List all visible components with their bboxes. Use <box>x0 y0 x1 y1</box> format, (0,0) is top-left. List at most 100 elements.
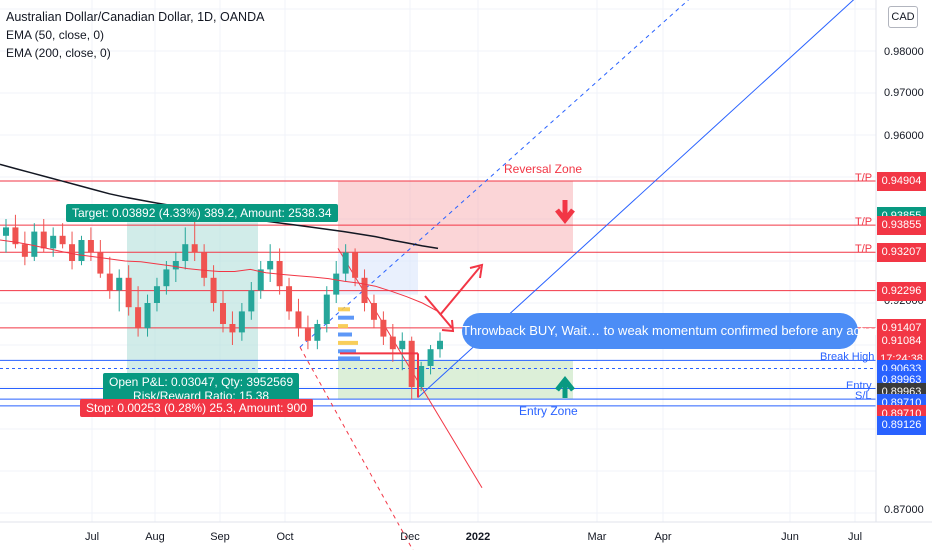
level-label: T/P <box>855 243 873 256</box>
candle-body <box>87 240 94 253</box>
candle-body <box>323 294 330 324</box>
price-axis-label: 0.93207 <box>877 243 926 263</box>
down-channel-dashed <box>299 346 414 550</box>
price-tick: 0.98000 <box>884 46 924 58</box>
candle-body <box>69 244 76 261</box>
price-tick: 0.87000 <box>884 504 924 516</box>
date-tick: Sep <box>210 531 230 543</box>
candle-body <box>182 244 189 261</box>
candle-body <box>125 277 132 308</box>
candle-body <box>135 307 142 329</box>
projection-down-arrow <box>424 295 455 333</box>
candle-body <box>106 273 113 291</box>
candle-body <box>116 277 123 291</box>
price-axis-label: 0.93855 <box>877 216 926 236</box>
date-tick: Jul <box>847 531 863 543</box>
candle-body <box>418 366 425 387</box>
candle-body <box>295 311 302 329</box>
candle-body <box>314 324 321 341</box>
entry-zone <box>338 360 573 400</box>
ema-line <box>0 239 439 312</box>
date-tick: Oct <box>276 531 294 543</box>
candle-body <box>210 277 217 303</box>
ema200-legend[interactable]: EMA (200, close, 0) <box>6 46 111 60</box>
symbol-title[interactable]: Australian Dollar/Canadian Dollar, 1D, O… <box>6 10 265 24</box>
candle-body <box>12 227 19 245</box>
fib-zone <box>338 252 418 295</box>
level-label: T/P <box>855 216 873 229</box>
date-tick: Dec <box>400 531 420 543</box>
price-axis-label: 0.89126 <box>877 416 926 436</box>
chart-legend: Australian Dollar/Canadian Dollar, 1D, O… <box>6 8 264 62</box>
candle-body <box>437 340 443 350</box>
candle-body <box>342 252 349 274</box>
date-tick: Aug <box>145 531 165 543</box>
candle-body <box>78 240 85 261</box>
candle-body <box>276 261 283 287</box>
volume-profile-bar <box>338 307 350 312</box>
comment-bubble[interactable]: Throwback BUY, Wait… to weak momentum co… <box>462 313 885 349</box>
candle-body <box>333 273 340 295</box>
candle-body <box>304 328 311 341</box>
candle-body <box>40 231 47 249</box>
candle-body <box>172 261 179 270</box>
candle-body <box>3 227 9 236</box>
currency-button[interactable]: CAD <box>888 6 918 28</box>
open-pnl-text: Open P&L: 0.03047, Qty: 3952569 <box>109 375 294 389</box>
projection-up-arrow <box>439 263 484 316</box>
stop-tag[interactable]: Stop: 0.00253 (0.28%) 25.3, Amount: 900 <box>80 399 313 417</box>
entry-zone-label: Entry Zone <box>519 404 578 418</box>
price-axis-label: 0.91084 <box>877 332 926 352</box>
candle-body <box>257 269 264 291</box>
candle-body <box>380 319 387 337</box>
target-tag[interactable]: Target: 0.03892 (4.33%) 389.2, Amount: 2… <box>66 204 338 222</box>
candle-body <box>144 303 151 329</box>
level-label: S/L <box>855 390 872 403</box>
candle-body <box>163 269 170 287</box>
candle-body <box>220 303 226 324</box>
candle-body <box>361 277 368 303</box>
candle-body <box>97 252 104 274</box>
volume-profile-bar <box>338 324 348 329</box>
candle-body <box>408 340 415 387</box>
date-tick: Mar <box>587 531 607 543</box>
volume-profile-bar <box>338 349 356 354</box>
date-tick: Jul <box>84 531 100 543</box>
price-tick: 0.97000 <box>884 87 924 99</box>
candle-body <box>31 231 38 257</box>
level-label: T/P <box>855 172 873 185</box>
candle-body <box>50 235 57 249</box>
level-label: Entry <box>846 379 872 392</box>
candle-body <box>427 349 434 366</box>
volume-profile-bar <box>338 332 352 337</box>
price-axis-label: 0.94904 <box>877 172 926 192</box>
candle-body <box>201 252 208 278</box>
reversal-zone-label: Reversal Zone <box>504 162 583 176</box>
candle-body <box>21 244 28 257</box>
date-tick: 2022 <box>465 531 491 543</box>
candle-body <box>399 340 406 350</box>
price-tick: 0.96000 <box>884 130 924 142</box>
candle-body <box>389 336 396 350</box>
candle-body <box>352 252 359 278</box>
reversal-zone <box>338 181 573 253</box>
candle-body <box>248 290 255 312</box>
ema50-legend[interactable]: EMA (50, close, 0) <box>6 28 105 42</box>
date-tick: Apr <box>654 531 672 543</box>
channel-upper-dashed <box>299 0 690 348</box>
level-label: Break High <box>820 351 875 364</box>
candle-body <box>191 244 198 253</box>
candle-body <box>370 303 377 320</box>
candle-body <box>229 324 236 333</box>
candle-body <box>238 311 245 333</box>
volume-profile-bar <box>338 356 360 361</box>
price-axis-label: 0.92296 <box>877 281 926 301</box>
volume-profile-bar <box>338 340 358 345</box>
up-arrow <box>555 375 575 398</box>
candle-body <box>59 235 66 245</box>
volume-profile-bar <box>338 315 354 320</box>
date-tick: Jun <box>781 531 799 543</box>
candle-body <box>286 286 293 312</box>
